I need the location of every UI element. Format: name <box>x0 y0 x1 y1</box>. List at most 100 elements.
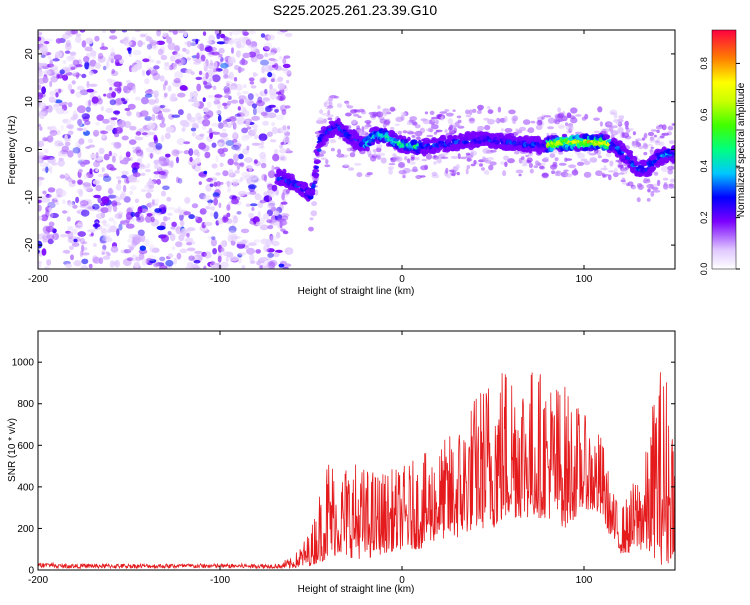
heatmap-cell <box>410 139 418 146</box>
heatmap-cell <box>148 177 152 185</box>
heatmap-cell <box>247 184 257 190</box>
heatmap-cell <box>650 129 658 132</box>
heatmap-cell <box>231 47 234 54</box>
heatmap-cell <box>231 198 239 205</box>
heatmap-cell <box>182 47 187 52</box>
heatmap-cell <box>194 215 199 220</box>
heatmap-cell <box>163 157 170 165</box>
y-tick-label: 800 <box>17 399 34 410</box>
heatmap-cell <box>430 124 439 130</box>
heatmap-cell <box>229 116 237 122</box>
heatmap-cell <box>226 122 232 129</box>
heatmap-cell <box>282 266 289 269</box>
heatmap-cell <box>191 122 199 129</box>
heatmap-cell <box>621 177 626 182</box>
heatmap-cell <box>326 107 333 110</box>
heatmap-cell <box>234 145 241 152</box>
heatmap-cell <box>576 161 585 166</box>
heatmap-cell <box>42 136 48 142</box>
heatmap-cell <box>193 164 201 172</box>
heatmap-cell <box>213 197 219 206</box>
heatmap-cell <box>147 255 156 262</box>
heatmap-cell <box>543 115 552 118</box>
heatmap-cell <box>238 95 247 101</box>
heatmap-cell <box>137 217 141 221</box>
heatmap-cell <box>67 83 73 92</box>
heatmap-cell <box>135 131 142 136</box>
heatmap-cell <box>274 109 279 113</box>
heatmap-cell <box>156 225 166 231</box>
heatmap-cell <box>247 42 252 49</box>
heatmap-cell <box>141 132 148 136</box>
heatmap-cell <box>113 81 122 88</box>
heatmap-cell <box>279 148 287 154</box>
heatmap-cell <box>275 114 285 121</box>
heatmap-cell <box>556 118 564 122</box>
heatmap-cell <box>139 33 146 38</box>
heatmap-cell <box>583 160 591 165</box>
heatmap-cell <box>110 117 118 121</box>
heatmap-cell <box>97 52 104 60</box>
heatmap-cell <box>94 222 99 230</box>
heatmap-cell <box>444 129 448 134</box>
heatmap-cell <box>268 88 278 96</box>
heatmap-cell <box>431 118 439 123</box>
heatmap-cell <box>222 123 229 128</box>
heatmap-cell <box>260 33 266 38</box>
heatmap-cell <box>212 85 217 91</box>
heatmap-cell <box>69 51 77 56</box>
heatmap-cell <box>202 72 206 80</box>
heatmap-cell <box>57 142 64 147</box>
heatmap-cell <box>266 183 274 188</box>
heatmap-cell <box>271 165 275 172</box>
heatmap-cell <box>251 115 260 121</box>
heatmap-cell <box>199 133 205 137</box>
heatmap-cell <box>120 249 129 254</box>
heatmap-cell <box>105 237 113 243</box>
heatmap-cell <box>281 109 287 116</box>
heatmap-cell <box>208 46 218 52</box>
heatmap-cell <box>653 171 659 176</box>
heatmap-cell <box>216 33 221 40</box>
heatmap-cell <box>105 125 114 131</box>
heatmap-cell <box>210 238 217 247</box>
heatmap-cell <box>156 178 161 185</box>
heatmap-cell <box>279 105 283 111</box>
heatmap-cell <box>262 46 270 52</box>
heatmap-cell <box>212 192 220 197</box>
heatmap-cell <box>271 240 280 247</box>
heatmap-cell <box>646 184 650 188</box>
heatmap-cell <box>504 161 508 168</box>
heatmap-cell <box>204 85 213 89</box>
heatmap-cell <box>324 164 331 168</box>
heatmap-cell <box>239 59 248 66</box>
heatmap-cell <box>378 152 386 157</box>
heatmap-cell <box>73 238 78 243</box>
heatmap-cell <box>97 98 103 105</box>
heatmap-cell <box>196 83 202 92</box>
heatmap-cell <box>314 165 320 170</box>
heatmap-cell <box>213 99 218 106</box>
heatmap-cell <box>131 254 138 262</box>
heatmap-cell <box>530 120 536 124</box>
heatmap-cell <box>573 168 577 174</box>
heatmap-cell <box>193 149 199 156</box>
heatmap-cell <box>549 153 556 159</box>
heatmap-cell <box>348 167 355 171</box>
heatmap-cell <box>151 113 156 122</box>
heatmap-cell <box>151 211 155 217</box>
heatmap-cell <box>56 73 60 80</box>
heatmap-cell <box>260 92 264 96</box>
heatmap-cell <box>241 36 250 45</box>
heatmap-cell <box>478 108 483 112</box>
heatmap-cell <box>135 149 144 157</box>
heatmap-cell <box>364 119 372 124</box>
heatmap-cell <box>609 125 614 132</box>
heatmap-cell <box>47 55 52 60</box>
heatmap-cell <box>159 104 166 109</box>
heatmap-cell <box>141 258 148 267</box>
heatmap-cell <box>234 170 240 174</box>
heatmap-cell <box>72 110 78 119</box>
heatmap-cell <box>279 30 288 33</box>
heatmap-cell <box>258 133 268 141</box>
